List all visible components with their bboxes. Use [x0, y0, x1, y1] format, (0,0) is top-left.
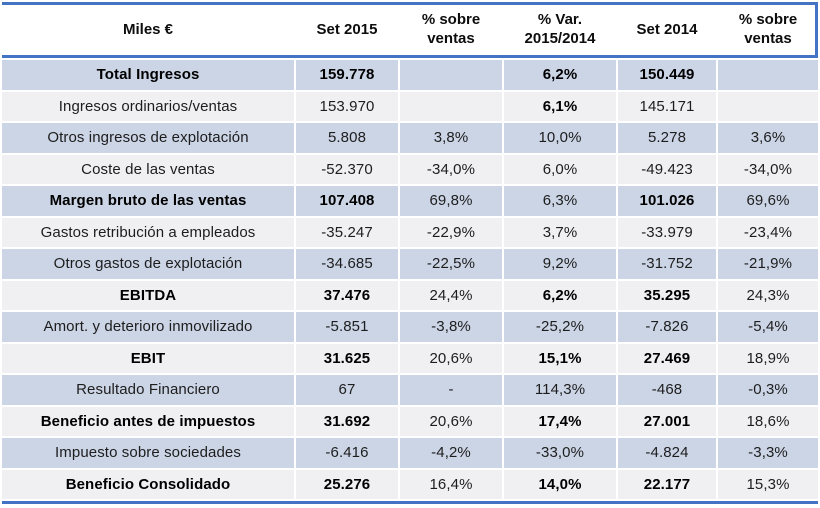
cell-var-2015-2014: 17,4%: [504, 406, 616, 436]
cell-var-2015-2014: -25,2%: [504, 312, 616, 342]
cell-pct-ventas-2015: 20,6%: [400, 343, 502, 373]
cell-pct-ventas-2015: 24,4%: [400, 280, 502, 310]
column-header-set2015: Set 2015: [296, 7, 398, 53]
cell-pct-ventas-2014: -0,3%: [718, 375, 818, 405]
row-label: Beneficio antes de impuestos: [2, 406, 294, 436]
cell-set2014: -49.423: [618, 154, 716, 184]
cell-pct-ventas-2015: -22,9%: [400, 217, 502, 247]
cell-set2014: -33.979: [618, 217, 716, 247]
top-accent-rule: [2, 2, 818, 5]
cell-var-2015-2014: 6,1%: [504, 91, 616, 121]
cell-pct-ventas-2014: 69,6%: [718, 186, 818, 216]
row-label: Gastos retribución a empleados: [2, 217, 294, 247]
cell-set2014: -4.824: [618, 438, 716, 468]
cell-var-2015-2014: 9,2%: [504, 249, 616, 279]
cell-pct-ventas-2015: 16,4%: [400, 469, 502, 499]
column-header-pct-ventas-2015: % sobre ventas: [400, 7, 502, 53]
cell-pct-ventas-2014: [718, 60, 818, 90]
cell-pct-ventas-2015: [400, 91, 502, 121]
cell-pct-ventas-2014: -3,3%: [718, 438, 818, 468]
cell-set2014: 35.295: [618, 280, 716, 310]
cell-set2014: 101.026: [618, 186, 716, 216]
cell-pct-ventas-2015: -34,0%: [400, 154, 502, 184]
cell-pct-ventas-2015: -3,8%: [400, 312, 502, 342]
column-header-var-2015-2014: % Var. 2015/2014: [504, 7, 616, 53]
row-label: EBITDA: [2, 280, 294, 310]
cell-var-2015-2014: 6,2%: [504, 280, 616, 310]
cell-var-2015-2014: 10,0%: [504, 123, 616, 153]
cell-pct-ventas-2014: -23,4%: [718, 217, 818, 247]
column-header-pct-ventas-2014: % sobre ventas: [718, 7, 818, 53]
row-label: Total Ingresos: [2, 60, 294, 90]
row-label: Resultado Financiero: [2, 375, 294, 405]
cell-pct-ventas-2014: 3,6%: [718, 123, 818, 153]
header-divider-rule: [2, 55, 818, 58]
cell-set2014: 22.177: [618, 469, 716, 499]
cell-pct-ventas-2014: -34,0%: [718, 154, 818, 184]
row-label: Otros gastos de explotación: [2, 249, 294, 279]
row-label: Beneficio Consolidado: [2, 469, 294, 499]
cell-set2015: -35.247: [296, 217, 398, 247]
cell-set2015: -5.851: [296, 312, 398, 342]
cell-set2014: -31.752: [618, 249, 716, 279]
cell-pct-ventas-2015: 69,8%: [400, 186, 502, 216]
cell-pct-ventas-2015: 3,8%: [400, 123, 502, 153]
cell-set2015: 159.778: [296, 60, 398, 90]
cell-set2014: 27.469: [618, 343, 716, 373]
cell-pct-ventas-2014: 15,3%: [718, 469, 818, 499]
cell-set2014: 150.449: [618, 60, 716, 90]
cell-set2015: -52.370: [296, 154, 398, 184]
cell-set2014: 27.001: [618, 406, 716, 436]
cell-set2015: 37.476: [296, 280, 398, 310]
cell-pct-ventas-2014: 18,6%: [718, 406, 818, 436]
column-header-miles: Miles €: [2, 7, 294, 53]
cell-pct-ventas-2014: -5,4%: [718, 312, 818, 342]
cell-var-2015-2014: 6,3%: [504, 186, 616, 216]
cell-set2015: 31.692: [296, 406, 398, 436]
cell-pct-ventas-2015: -: [400, 375, 502, 405]
cell-var-2015-2014: 15,1%: [504, 343, 616, 373]
cell-set2015: 5.808: [296, 123, 398, 153]
cell-var-2015-2014: -33,0%: [504, 438, 616, 468]
cell-pct-ventas-2015: [400, 60, 502, 90]
cell-pct-ventas-2014: 24,3%: [718, 280, 818, 310]
row-label: Margen bruto de las ventas: [2, 186, 294, 216]
header-right-border: [815, 2, 818, 58]
cell-pct-ventas-2015: -22,5%: [400, 249, 502, 279]
cell-set2014: 145.171: [618, 91, 716, 121]
cell-set2015: -34.685: [296, 249, 398, 279]
bottom-accent-rule: [2, 501, 818, 504]
cell-var-2015-2014: 114,3%: [504, 375, 616, 405]
row-label: Otros ingresos de explotación: [2, 123, 294, 153]
column-header-set2014: Set 2014: [618, 7, 716, 53]
cell-set2015: 67: [296, 375, 398, 405]
cell-set2014: -7.826: [618, 312, 716, 342]
cell-var-2015-2014: 3,7%: [504, 217, 616, 247]
row-label: Coste de las ventas: [2, 154, 294, 184]
row-label: EBIT: [2, 343, 294, 373]
cell-pct-ventas-2015: -4,2%: [400, 438, 502, 468]
cell-pct-ventas-2014: -21,9%: [718, 249, 818, 279]
row-label: Ingresos ordinarios/ventas: [2, 91, 294, 121]
cell-var-2015-2014: 6,2%: [504, 60, 616, 90]
cell-var-2015-2014: 6,0%: [504, 154, 616, 184]
cell-pct-ventas-2014: 18,9%: [718, 343, 818, 373]
row-label: Impuesto sobre sociedades: [2, 438, 294, 468]
cell-var-2015-2014: 14,0%: [504, 469, 616, 499]
cell-set2015: 25.276: [296, 469, 398, 499]
row-label: Amort. y deterioro inmovilizado: [2, 312, 294, 342]
cell-set2015: 31.625: [296, 343, 398, 373]
cell-set2014: -468: [618, 375, 716, 405]
cell-pct-ventas-2014: [718, 91, 818, 121]
cell-set2015: 107.408: [296, 186, 398, 216]
cell-set2015: -6.416: [296, 438, 398, 468]
cell-set2014: 5.278: [618, 123, 716, 153]
cell-pct-ventas-2015: 20,6%: [400, 406, 502, 436]
cell-set2015: 153.970: [296, 91, 398, 121]
